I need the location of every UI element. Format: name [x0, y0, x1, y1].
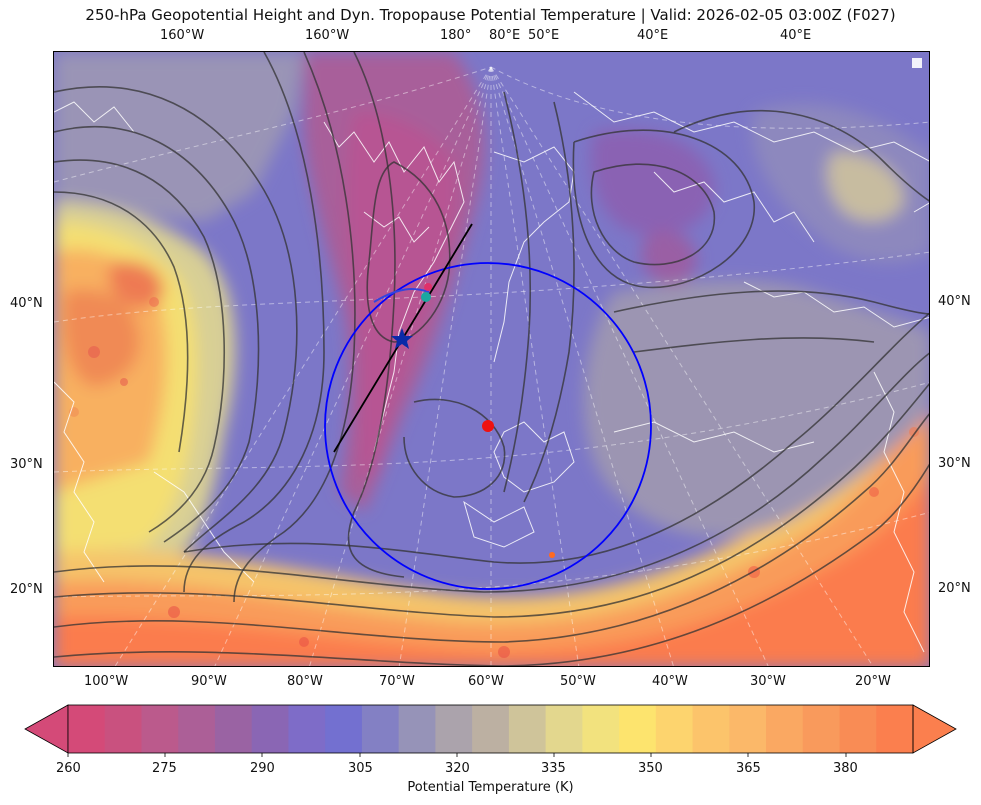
- top-lon-label: 160°W: [160, 28, 205, 43]
- colorbar-swatch: [288, 705, 326, 753]
- target-ring: [324, 262, 652, 590]
- map-canvas: [54, 52, 929, 666]
- colorbar-swatch: [361, 705, 400, 753]
- colorbar-swatch: [251, 705, 290, 753]
- jet-axis-segment: [373, 288, 430, 303]
- colorbar-title: Potential Temperature (K): [407, 780, 574, 795]
- pink-point-marker: [424, 283, 432, 291]
- colorbar-swatch: [655, 705, 694, 753]
- colorbar-swatch: [472, 705, 510, 753]
- colorbar-tick-label: 380: [833, 761, 858, 776]
- colorbar-swatch: [398, 705, 436, 753]
- colorbar-tick-label: 275: [152, 761, 177, 776]
- colorbar-tick-label: 290: [250, 761, 275, 776]
- colorbar-tick-label: 350: [638, 761, 663, 776]
- height-contours: [54, 52, 929, 666]
- left-lat-label: 40°N: [10, 296, 43, 311]
- top-lon-label: 40°E: [780, 28, 812, 43]
- bottom-lon-label: 50°W: [560, 674, 596, 689]
- right-lat-label: 40°N: [938, 294, 971, 309]
- colorbar-swatch: [582, 705, 620, 753]
- colorbar-frame: [67, 704, 914, 754]
- bottom-lon-label: 80°W: [287, 674, 323, 689]
- colorbar-swatch: [104, 705, 143, 753]
- right-lat-label: 30°N: [938, 456, 971, 471]
- colorbar-swatch: [876, 705, 914, 753]
- colorbar-extend-high: [912, 704, 957, 754]
- left-lat-label: 20°N: [10, 582, 43, 597]
- colorbar-swatch: [214, 705, 253, 753]
- bottom-lon-label: 90°W: [191, 674, 227, 689]
- colorbar-swatch: [178, 705, 216, 753]
- right-lat-label: 20°N: [938, 581, 971, 596]
- colorbar-swatch: [68, 705, 106, 753]
- colorbar-tick-label: 260: [56, 761, 81, 776]
- colorbar-swatch: [325, 705, 363, 753]
- colorbar-tick-label: 365: [736, 761, 761, 776]
- colorbar-swatch: [692, 705, 730, 753]
- bottom-lon-label: 100°W: [84, 674, 129, 689]
- bottom-lon-label: 40°W: [652, 674, 688, 689]
- colorbar-swatch: [545, 705, 583, 753]
- bottom-lon-label: 70°W: [379, 674, 415, 689]
- bottom-lon-label: 20°W: [855, 674, 891, 689]
- teal-point-marker: [421, 292, 431, 302]
- bottom-lon-label: 60°W: [468, 674, 504, 689]
- colorbar-extend-low: [24, 704, 69, 754]
- map-title: 250-hPa Geopotential Height and Dyn. Tro…: [85, 6, 896, 24]
- colorbar-swatch: [766, 705, 804, 753]
- colorbar-swatch: [802, 705, 841, 753]
- colorbar-tick-label: 320: [445, 761, 470, 776]
- colorbar-swatch: [619, 705, 657, 753]
- top-lon-label: 50°E: [528, 28, 560, 43]
- colorbar-swatch: [729, 705, 767, 753]
- orange-point-marker: [549, 552, 555, 558]
- colorbar-tick-label: 335: [541, 761, 566, 776]
- center-point-marker: [482, 420, 494, 432]
- colorbar: [24, 704, 957, 757]
- legend-box: [912, 58, 922, 68]
- top-lon-label: 180°: [440, 28, 472, 43]
- map-panel: [53, 51, 930, 667]
- bottom-lon-label: 30°W: [750, 674, 786, 689]
- top-lon-label: 80°E: [489, 28, 521, 43]
- colorbar-swatch: [508, 705, 547, 753]
- star-marker: [391, 328, 413, 349]
- left-lat-label: 30°N: [10, 457, 43, 472]
- colorbar-swatch: [839, 705, 877, 753]
- colorbar-swatch: [141, 705, 179, 753]
- top-lon-label: 40°E: [637, 28, 669, 43]
- top-lon-label: 160°W: [305, 28, 350, 43]
- colorbar-tick-label: 305: [348, 761, 373, 776]
- colorbar-swatch: [435, 705, 473, 753]
